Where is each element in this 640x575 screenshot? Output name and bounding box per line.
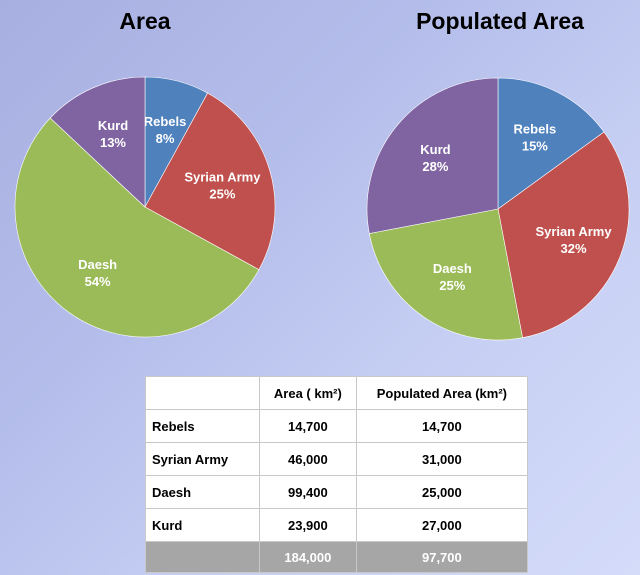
table-header-area: Area ( km²)	[259, 376, 357, 410]
table-header-populated-area: Populated Area (km²)	[355, 376, 529, 410]
populated-area-slice-label: Daesh	[433, 261, 472, 276]
area-slice-label: Kurd	[98, 118, 128, 133]
populated-area-slice-label: Kurd	[420, 142, 450, 157]
populated-area-slice-percent: 25%	[439, 278, 465, 293]
area-value: 14,700	[259, 409, 357, 443]
populated-area-slice-percent: 32%	[561, 241, 587, 256]
area-value: 46,000	[259, 442, 357, 476]
area-value: 23,900	[259, 508, 357, 542]
area-pie-chart: Rebels 8% Syrian Army 25% Daesh 54% Kurd 13%	[14, 76, 276, 338]
table-total-row: 184,000 97,700	[145, 541, 529, 573]
row-label: Daesh	[145, 475, 260, 509]
table-row: Syrian Army 46,000 31,000	[145, 442, 529, 476]
row-label: Rebels	[145, 409, 260, 443]
area-slice-label: Syrian Army	[184, 170, 261, 185]
populated-area-slice-label: Rebels	[514, 122, 557, 137]
populated-area-slice-percent: 15%	[522, 139, 548, 154]
total-label	[145, 541, 260, 573]
populated-area-value: 27,000	[355, 508, 529, 542]
area-slice-label: Rebels	[144, 114, 187, 129]
area-slice-label: Daesh	[78, 257, 117, 272]
area-slice-percent: 25%	[209, 187, 235, 202]
populated-area-slice-label: Syrian Army	[535, 224, 612, 239]
area-slice-kurd	[49, 76, 146, 208]
row-label: Kurd	[145, 508, 260, 542]
area-value: 99,400	[259, 475, 357, 509]
populated-area-slice-rebels	[497, 77, 605, 210]
populated-area-slice-daesh	[368, 208, 523, 341]
populated-area-slice-percent: 28%	[422, 159, 448, 174]
table-header-blank	[145, 376, 260, 410]
populated-area-value: 14,700	[355, 409, 529, 443]
area-total: 184,000	[259, 541, 357, 573]
table-header-row: Area ( km²) Populated Area (km²)	[145, 376, 529, 410]
table-row: Daesh 99,400 25,000	[145, 475, 529, 509]
populated-area-slice-kurd	[366, 77, 499, 234]
area-slice-percent: 54%	[85, 274, 111, 289]
area-chart-title: Area	[119, 8, 171, 34]
row-label: Syrian Army	[145, 442, 260, 476]
area-slice-syrian-army	[144, 92, 276, 271]
area-slice-percent: 8%	[156, 131, 175, 146]
populated-area-value: 25,000	[355, 475, 529, 509]
populated-area-pie-chart: Rebels 15% Syrian Army 32% Daesh 25% Kurd 28%	[366, 77, 630, 341]
area-slice-daesh	[14, 117, 260, 338]
populated-area-total: 97,700	[355, 541, 529, 573]
area-data-table: Area ( km²) Populated Area (km²) Rebels …	[145, 376, 529, 573]
populated-area-value: 31,000	[355, 442, 529, 476]
table-row: Kurd 23,900 27,000	[145, 508, 529, 542]
populated-area-chart-title: Populated Area	[416, 8, 584, 34]
table-row: Rebels 14,700 14,700	[145, 409, 529, 443]
area-slice-percent: 13%	[100, 135, 126, 150]
populated-area-slice-syrian-army	[497, 131, 630, 339]
